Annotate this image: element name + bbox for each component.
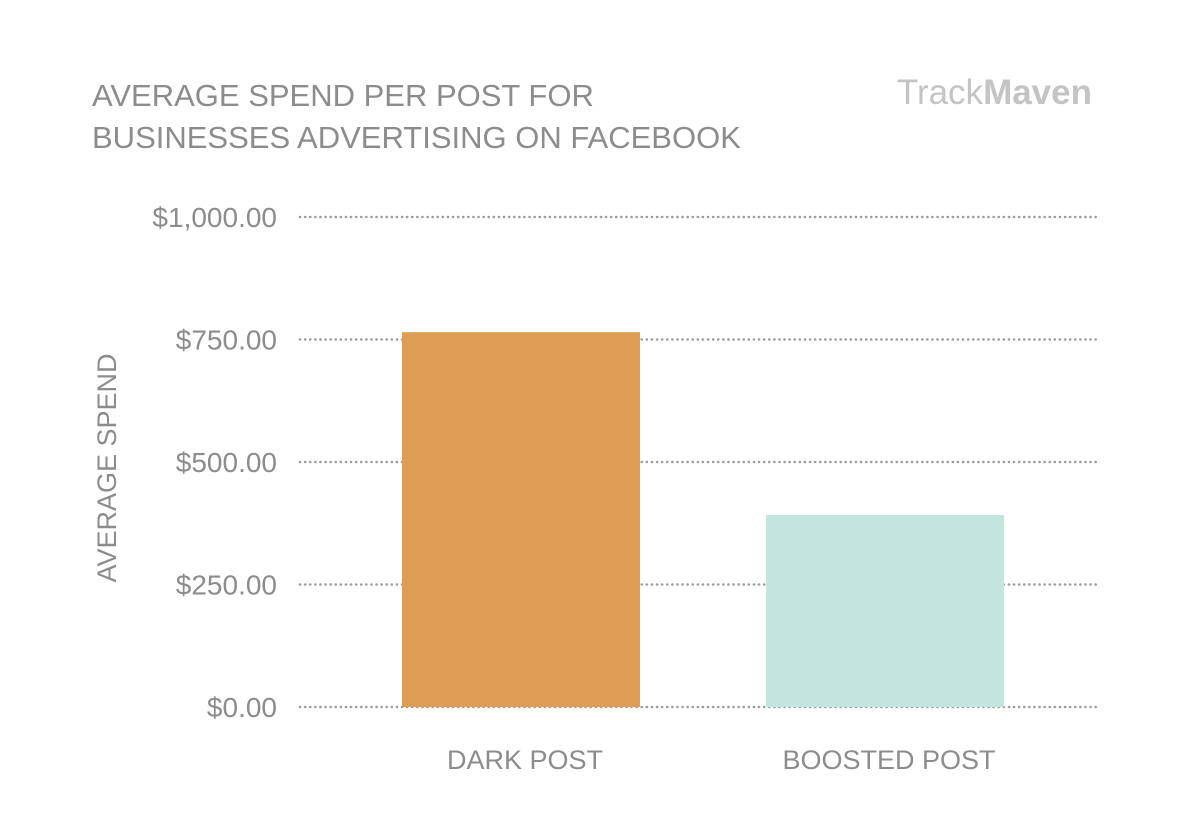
x-category-label: DARK POST [447,745,603,775]
x-category-label: BOOSTED POST [782,745,995,775]
y-tick-label: $750.00 [176,325,277,356]
y-axis-title: AVERAGE SPEND [92,353,122,582]
y-tick-labels: $0.00 $250.00 $500.00 $750.00 $1,000.00 [152,202,277,723]
y-tick-label: $0.00 [207,692,277,723]
bars [402,332,1004,707]
bar [402,332,640,707]
y-tick-label: $500.00 [176,447,277,478]
y-tick-label: $250.00 [176,570,277,601]
chart-title-line-1: AVERAGE SPEND PER POST FOR [92,78,594,113]
trackmaven-logo: TrackMaven [897,73,1092,112]
chart-title-line-2: BUSINESSES ADVERTISING ON FACEBOOK [92,120,741,155]
logo-maven-text: Maven [983,73,1092,112]
x-category-labels: DARK POST BOOSTED POST [447,745,996,775]
y-tick-label: $1,000.00 [152,202,277,233]
bar [766,514,1004,707]
logo-track-text: Track [897,73,984,112]
